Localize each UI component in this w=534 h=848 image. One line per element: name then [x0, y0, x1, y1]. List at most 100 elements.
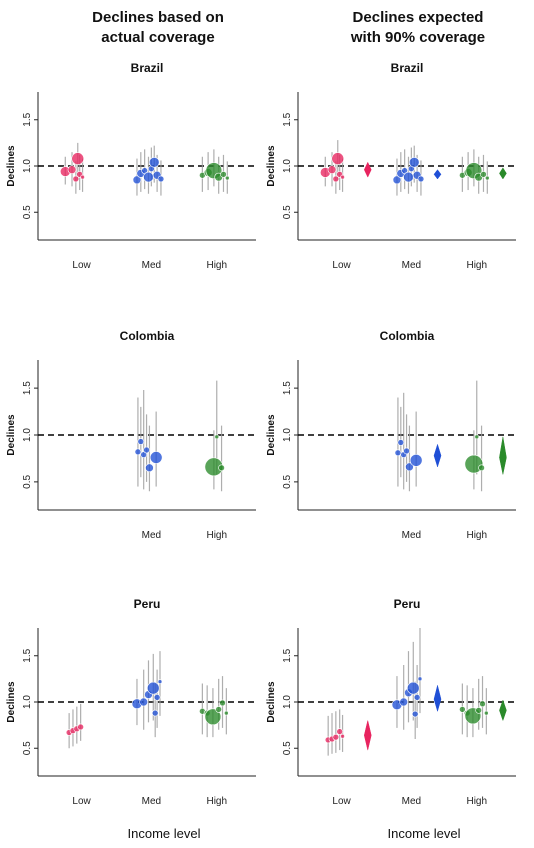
data-point: [411, 710, 419, 718]
pooled-estimate-diamond: [499, 699, 507, 722]
y-tick-label: 1.5: [22, 648, 33, 662]
data-point: [480, 171, 487, 178]
data-point: [143, 171, 154, 183]
y-tick-label: 1.0: [282, 695, 293, 709]
data-point: [397, 439, 405, 446]
data-point: [151, 709, 159, 717]
x-tick-label: Low: [72, 796, 91, 807]
data-point: [484, 710, 489, 716]
data-point: [331, 152, 345, 165]
y-tick-label: 1.0: [282, 428, 293, 442]
x-tick-label: High: [206, 796, 227, 807]
y-tick-label: 0.5: [282, 205, 293, 219]
data-point: [340, 733, 345, 739]
data-point: [417, 175, 425, 183]
y-tick-label: 0.5: [282, 474, 293, 488]
column-title-actual-line1: Declines based on: [92, 9, 224, 26]
data-point: [475, 707, 482, 714]
data-point: [145, 463, 154, 473]
x-tick-label: Med: [402, 796, 421, 807]
data-point: [67, 165, 77, 174]
y-axis-label: Declines: [6, 414, 17, 456]
x-tick-label: High: [206, 530, 227, 541]
y-tick-label: 1.5: [282, 648, 293, 662]
pooled-estimate-diamond: [499, 167, 507, 180]
chart-panel-brazil-actual: Brazil 0.5 1.0 1.5 Declines Low Med High: [6, 61, 256, 271]
data-point: [408, 157, 420, 168]
x-tick-label: Low: [332, 260, 351, 271]
column-title-expected-line2: with 90% coverage: [350, 29, 486, 46]
data-point: [80, 174, 85, 180]
x-tick-label: Med: [402, 530, 421, 541]
panel-title: Peru: [134, 597, 161, 611]
data-point: [140, 451, 147, 458]
y-axis-label: Declines: [6, 681, 17, 723]
data-point: [403, 171, 414, 183]
x-tick-label: Med: [402, 260, 421, 271]
chart-panel-peru-expected: Peru 0.5 1.0 1.5 Declines Low Med High: [266, 597, 516, 807]
y-tick-label: 0.5: [22, 474, 33, 488]
data-point: [485, 175, 490, 181]
pooled-estimate-diamond: [433, 443, 442, 468]
data-point: [336, 728, 343, 735]
data-point: [137, 438, 145, 445]
data-point: [399, 697, 408, 707]
pooled-estimate-diamond: [499, 436, 507, 475]
y-tick-label: 1.5: [22, 381, 33, 395]
data-point: [224, 710, 229, 716]
data-point: [219, 699, 226, 707]
y-axis-label: Declines: [266, 145, 277, 187]
y-tick-label: 1.5: [282, 381, 293, 395]
data-point: [148, 157, 160, 168]
chart-panel-peru-actual: Peru 0.5 1.0 1.5 Declines Low Med High: [6, 597, 256, 807]
data-point: [134, 448, 142, 456]
data-point: [218, 464, 225, 472]
x-tick-label: High: [466, 260, 487, 271]
x-tick-label: Med: [142, 796, 161, 807]
data-point: [214, 434, 220, 440]
data-point: [77, 723, 84, 731]
panel-title: Brazil: [391, 61, 424, 75]
pooled-estimate-diamond: [433, 685, 442, 713]
data-point: [215, 706, 222, 713]
data-point: [71, 152, 85, 165]
chart-panel-colombia-expected: Colombia 0.5 1.0 1.5 Declines Med High: [266, 329, 516, 541]
data-point: [479, 700, 486, 708]
y-axis-label: Declines: [6, 145, 17, 187]
x-tick-label: High: [206, 260, 227, 271]
column-title-expected-line1: Declines expected: [352, 9, 484, 26]
data-point: [157, 679, 163, 684]
data-point: [340, 174, 345, 180]
x-tick-label: Med: [142, 530, 161, 541]
data-point: [406, 681, 420, 695]
data-point: [405, 462, 414, 472]
column-title-expected: Declines expected with 90% coverage: [308, 8, 528, 48]
y-tick-label: 1.5: [22, 112, 33, 126]
y-tick-label: 0.5: [282, 741, 293, 755]
data-point: [413, 694, 421, 701]
data-point: [220, 171, 227, 178]
data-point: [459, 706, 466, 713]
y-tick-label: 1.0: [282, 159, 293, 173]
data-point: [332, 175, 340, 183]
panel-title: Colombia: [120, 329, 175, 343]
y-tick-label: 1.5: [282, 112, 293, 126]
data-point: [143, 446, 150, 454]
data-point: [146, 681, 160, 695]
chart-panel-colombia-actual: Colombia 0.5 1.0 1.5 Declines Med High: [6, 329, 256, 541]
data-point: [139, 697, 148, 707]
data-point: [132, 175, 142, 185]
column-title-actual: Declines based on actual coverage: [48, 8, 268, 48]
x-axis-title-right: Income level: [387, 826, 461, 841]
y-tick-label: 1.0: [22, 695, 33, 709]
y-axis-label: Declines: [266, 681, 277, 723]
y-tick-label: 0.5: [22, 741, 33, 755]
y-tick-label: 0.5: [22, 205, 33, 219]
chart-panel-brazil-expected: Brazil 0.5 1.0 1.5 Declines Low Med High: [266, 61, 516, 271]
panel-title: Colombia: [380, 329, 435, 343]
panel-title: Peru: [394, 597, 421, 611]
pooled-estimate-diamond: [364, 720, 372, 751]
panel-title: Brazil: [131, 61, 164, 75]
data-point: [327, 165, 337, 174]
x-tick-label: Low: [332, 796, 351, 807]
